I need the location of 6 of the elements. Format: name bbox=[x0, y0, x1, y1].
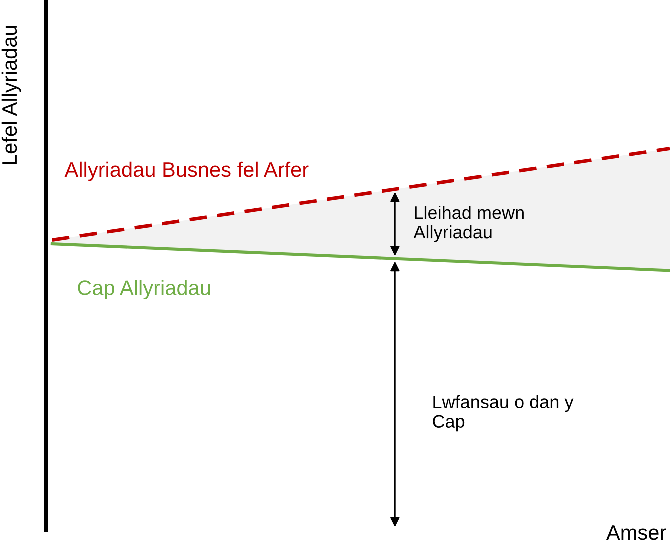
x-axis-title: Amser bbox=[606, 526, 666, 540]
series-label: Allyriadau Busnes fel Arfer bbox=[64, 162, 309, 182]
annotation: Lwfansau o dan y Cap bbox=[433, 395, 574, 432]
annotation: Lleihad mewn Allyriadau bbox=[414, 206, 524, 242]
series-label: Cap Allyriadau bbox=[78, 280, 210, 300]
y-axis-title: Lefel Allyriadau bbox=[2, 26, 22, 164]
